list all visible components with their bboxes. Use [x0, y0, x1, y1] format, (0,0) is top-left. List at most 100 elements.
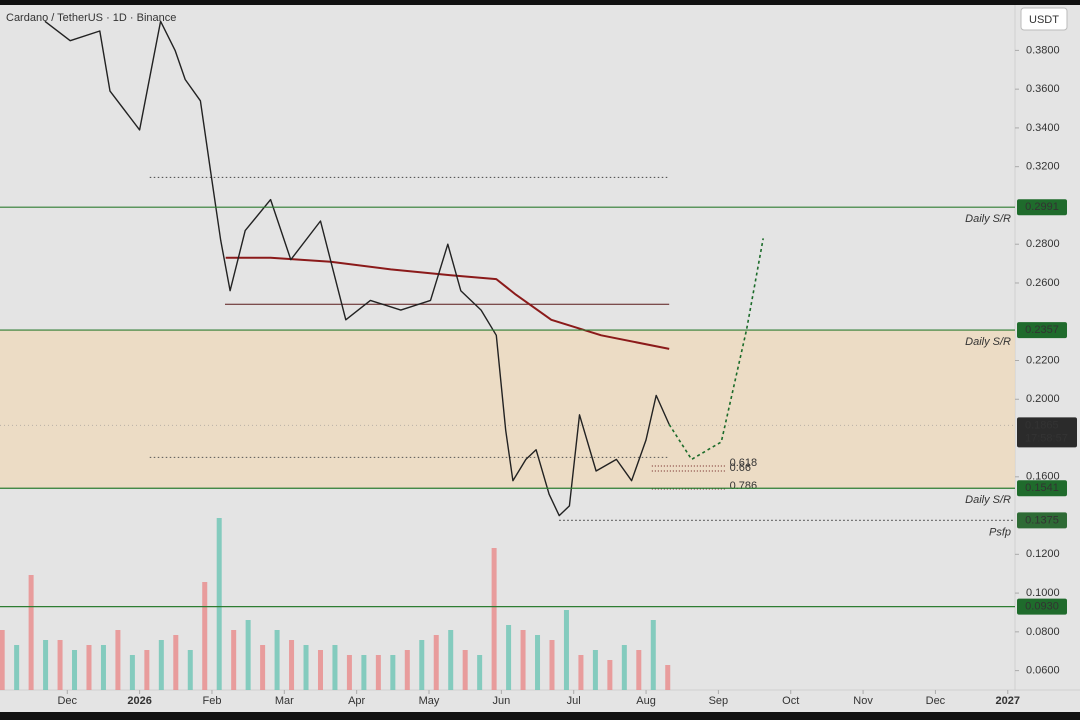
price-line: [44, 20, 670, 517]
volume-bar: [289, 640, 295, 690]
volume-bar: [419, 640, 425, 690]
volume-bar: [520, 630, 526, 690]
volume-bar: [607, 660, 613, 690]
volume-bar: [86, 645, 92, 690]
x-tick-label: Nov: [853, 695, 873, 707]
volume-bar: [216, 518, 222, 690]
last-price-badge: [1017, 417, 1077, 448]
volume-bar: [231, 630, 237, 690]
level-label: Psfp: [989, 526, 1011, 538]
volume-bar: [245, 620, 251, 690]
x-tick-label: Feb: [202, 695, 221, 707]
y-tick-label: 0.1600: [1026, 471, 1060, 483]
volume-bar: [303, 645, 309, 690]
volume-bar: [274, 630, 280, 690]
volume-bar: [621, 645, 627, 690]
fib-label: 0.618: [730, 457, 758, 469]
x-tick-label: Aug: [636, 695, 656, 707]
moving-average: [225, 256, 670, 350]
volume-bar: [100, 645, 106, 690]
volume-bar: [390, 655, 396, 690]
volume-bar: [14, 645, 20, 690]
volume-bar: [202, 582, 208, 690]
fib-label: 0.66: [730, 462, 751, 474]
volume-bar: [129, 655, 135, 690]
volume-bar: [158, 640, 164, 690]
volume-bar: [260, 645, 266, 690]
x-tick-label: Sep: [709, 695, 729, 707]
y-tick-label: 0.2200: [1026, 354, 1060, 366]
volume-bar: [592, 650, 598, 690]
level-badge-label: 0.2991: [1025, 201, 1059, 213]
x-tick-label: Mar: [275, 695, 294, 707]
x-tick-label: 2027: [996, 695, 1020, 707]
volume-bar: [549, 640, 555, 690]
volume-bar: [43, 640, 49, 690]
y-tick-label: 0.0800: [1026, 626, 1060, 638]
volume-bar: [650, 620, 656, 690]
volume-bar: [448, 630, 454, 690]
level-badge-label: 0.2357: [1025, 324, 1059, 336]
volume-bar: [346, 655, 352, 690]
level-badge: [1017, 322, 1067, 339]
level-badge-label: 0.0930: [1025, 601, 1059, 613]
level-badge: [1017, 512, 1067, 529]
y-tick-label: 0.1200: [1026, 548, 1060, 560]
volume-bar: [28, 575, 34, 690]
zone: [0, 330, 1015, 489]
x-tick-label: 2026: [127, 695, 151, 707]
fib-label: 0.786: [730, 480, 758, 492]
volume-bar: [317, 650, 323, 690]
x-tick-label: Dec: [926, 695, 946, 707]
y-tick-label: 0.0600: [1026, 665, 1060, 677]
last-price-label: 0.1865: [1025, 419, 1059, 431]
level-badge-label: 0.1375: [1025, 514, 1059, 526]
y-tick-label: 0.2000: [1026, 393, 1060, 405]
volume-bar: [57, 640, 63, 690]
volume-bar: [665, 665, 671, 690]
x-tick-label: Jul: [567, 695, 581, 707]
volume-bar: [332, 645, 338, 690]
y-tick-label: 0.3800: [1026, 44, 1060, 56]
projection: [668, 238, 764, 461]
level-label: Daily S/R: [965, 494, 1011, 506]
countdown-label: 17:58:57: [1025, 432, 1068, 444]
volume-bar: [506, 625, 512, 690]
level-badge: [1017, 199, 1067, 216]
volume-bar: [535, 635, 541, 690]
level-badge: [1017, 598, 1067, 615]
y-tick-label: 0.1000: [1026, 587, 1060, 599]
level-label: Daily S/R: [965, 336, 1011, 348]
x-tick-label: May: [419, 695, 440, 707]
level-badge: [1017, 480, 1067, 497]
chart-title: Cardano / TetherUS · 1D · Binance: [6, 12, 176, 24]
y-tick-label: 0.2600: [1026, 277, 1060, 289]
volume-bar: [404, 650, 410, 690]
y-tick-label: 0.2800: [1026, 238, 1060, 250]
currency-label[interactable]: USDT: [1029, 14, 1059, 26]
volume-bar: [144, 650, 150, 690]
volume-bar: [578, 655, 584, 690]
volume-bar: [636, 650, 642, 690]
level-badge-label: 0.1541: [1025, 482, 1059, 494]
volume-bar: [187, 650, 193, 690]
y-tick-label: 0.3400: [1026, 122, 1060, 134]
y-tick-label: 0.3600: [1026, 83, 1060, 95]
volume-bar: [115, 630, 121, 690]
volume-bar: [0, 630, 5, 690]
currency-button[interactable]: [1020, 7, 1068, 31]
volume-bar: [477, 655, 483, 690]
volume-bar: [462, 650, 468, 690]
volume-bar: [72, 650, 78, 690]
x-tick-label: Apr: [348, 695, 365, 707]
volume-bar: [361, 655, 367, 690]
volume-bar: [433, 635, 439, 690]
x-tick-label: Jun: [492, 695, 510, 707]
volume-bar: [173, 635, 179, 690]
volume-bar: [563, 610, 569, 690]
y-tick-label: 0.3200: [1026, 161, 1060, 173]
x-tick-label: Dec: [57, 695, 77, 707]
